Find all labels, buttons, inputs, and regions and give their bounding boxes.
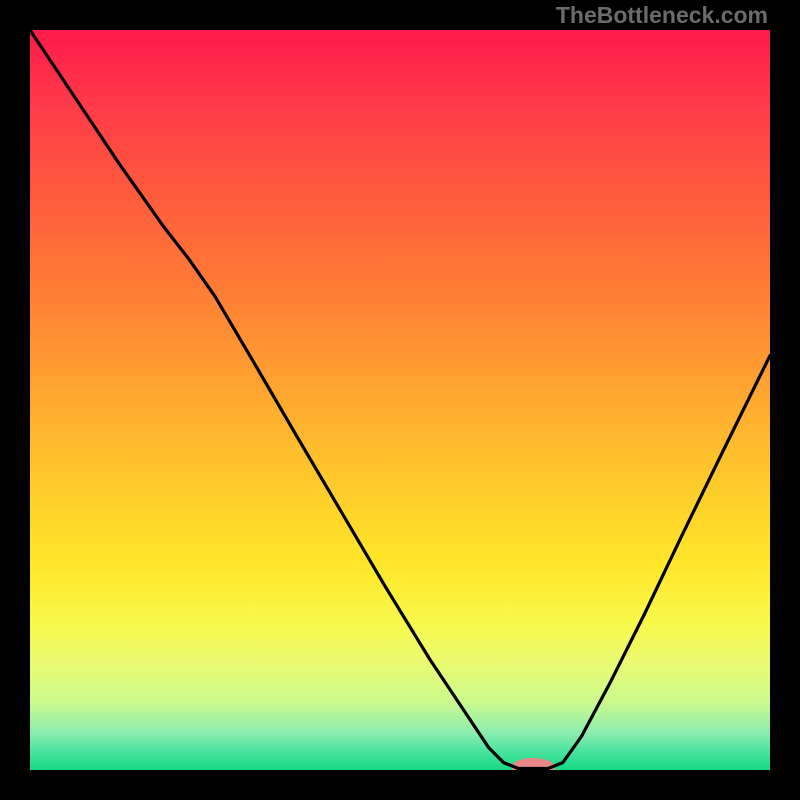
bottleneck-curve <box>30 30 770 769</box>
bottleneck-chart: TheBottleneck.com <box>0 0 800 800</box>
plot-area <box>30 30 770 770</box>
watermark-text: TheBottleneck.com <box>556 2 768 29</box>
chart-overlay <box>30 30 770 770</box>
